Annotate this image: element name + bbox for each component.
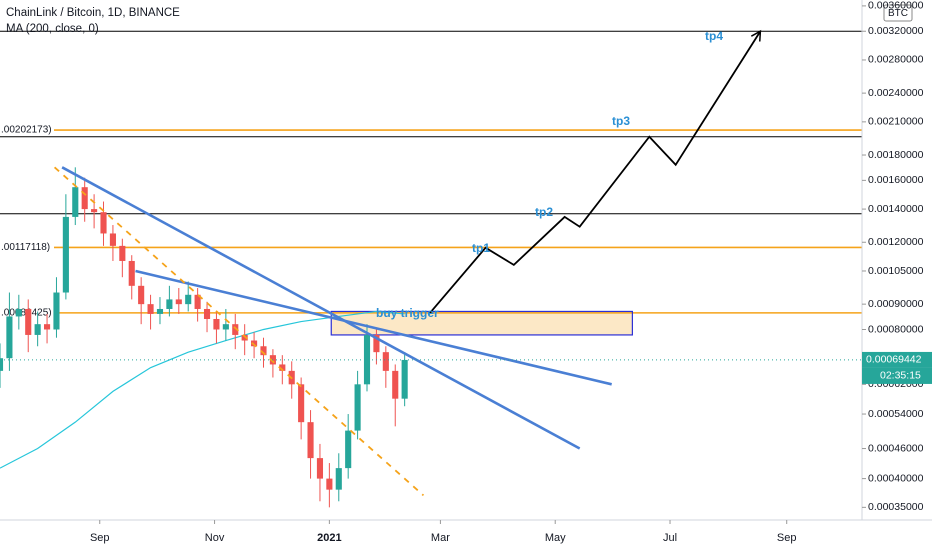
candle-body: [109, 233, 116, 246]
candle-body: [62, 216, 69, 293]
candle-body: [222, 324, 229, 330]
y-tick-label: 0.00360000: [868, 0, 924, 12]
trendline: [61, 166, 581, 450]
candle-body: [147, 304, 154, 314]
y-tick-label: 0.00105000: [868, 265, 924, 277]
target-label: tp4: [705, 29, 723, 43]
candle-body: [326, 478, 333, 490]
x-tick-label: Mar: [431, 532, 450, 544]
candle-body: [34, 324, 41, 335]
last-price-bg: [862, 351, 932, 368]
candle-body: [156, 308, 164, 314]
candle-body: [119, 245, 126, 261]
candle-body: [279, 364, 286, 371]
candle-body: [100, 212, 107, 234]
candle-body: [185, 294, 192, 305]
candle-body: [260, 346, 267, 356]
candle-body: [91, 209, 98, 213]
level-label: .00202173): [1, 125, 52, 136]
candle-body: [0, 358, 4, 371]
candle-body: [25, 308, 32, 335]
y-tick-label: 0.00040000: [868, 472, 924, 484]
candle-body: [373, 334, 380, 353]
candle-body: [53, 292, 60, 330]
last-price-label: 0.00069442: [866, 354, 922, 366]
moving-average: [0, 310, 405, 469]
candle-body: [81, 187, 88, 210]
candle-body: [6, 316, 13, 359]
x-tick-label: Nov: [205, 532, 225, 544]
projection-path: [428, 29, 762, 315]
y-tick-label: 0.00090000: [868, 298, 924, 310]
candle-body: [72, 187, 79, 217]
candle-body: [175, 299, 182, 305]
countdown-bg: [862, 367, 932, 384]
currency-badge[interactable]: [883, 4, 913, 22]
y-tick-label: 0.00080000: [868, 323, 924, 335]
x-tick-label: May: [545, 532, 566, 544]
target-label: tp1: [472, 241, 490, 255]
target-label: tp2: [535, 205, 553, 219]
candle-body: [307, 422, 314, 459]
candle-body: [43, 324, 51, 330]
indicator-label: MA (200, close, 0): [6, 23, 99, 35]
currency: BTC: [888, 8, 908, 19]
level-label-bg: [0, 240, 54, 255]
candle-body: [401, 359, 408, 399]
candle-body: [345, 430, 352, 469]
candle-body: [335, 468, 342, 490]
buy-zone: [330, 310, 633, 336]
y-tick-label: 0.00160000: [868, 174, 924, 186]
x-tick-label: Sep: [777, 532, 797, 544]
candle-body: [213, 318, 220, 330]
chart-title: ChainLink / Bitcoin, 1D, BINANCE: [6, 7, 180, 19]
candle-body: [15, 308, 22, 317]
y-tick-label: 0.00240000: [868, 87, 924, 99]
trendline: [135, 269, 612, 386]
level-label: .00117118): [1, 242, 50, 253]
y-tick-label: 0.00320000: [868, 25, 924, 37]
y-tick-label: 0.00046000: [868, 442, 924, 454]
y-tick-label: 0.00280000: [868, 54, 924, 66]
candle-body: [232, 324, 239, 335]
trendline: [53, 166, 425, 497]
candle-body: [382, 352, 389, 371]
y-tick-label: 0.00140000: [868, 203, 924, 215]
countdown: 02:35:15: [880, 370, 921, 382]
candle-body: [316, 458, 324, 479]
y-tick-label: 0.00120000: [868, 236, 924, 248]
candle-body: [354, 384, 361, 431]
candle-body: [166, 299, 173, 309]
y-tick-label: 0.00054000: [868, 408, 924, 420]
x-tick-label: Sep: [90, 532, 110, 544]
zone-label: buy trigger: [376, 306, 439, 320]
candle-body: [128, 260, 135, 286]
x-tick-label: 2021: [317, 532, 341, 544]
candle-body: [392, 370, 399, 399]
plot-area: .00202173).00117118).00086425): [0, 29, 862, 508]
y-tick-label: 0.00180000: [868, 149, 924, 161]
candle-body: [298, 384, 305, 423]
x-tick-label: Jul: [663, 532, 677, 544]
candle-body: [138, 285, 145, 305]
y-tick-label: 0.00210000: [868, 116, 924, 128]
candle-body: [241, 334, 248, 341]
candle-body: [203, 308, 211, 319]
candle-body: [363, 334, 371, 385]
candle-body: [194, 294, 201, 309]
y-tick-label: 0.00035000: [868, 501, 924, 513]
candle-body: [251, 340, 258, 347]
level-label-bg: [0, 123, 54, 138]
target-label: tp3: [612, 114, 630, 128]
